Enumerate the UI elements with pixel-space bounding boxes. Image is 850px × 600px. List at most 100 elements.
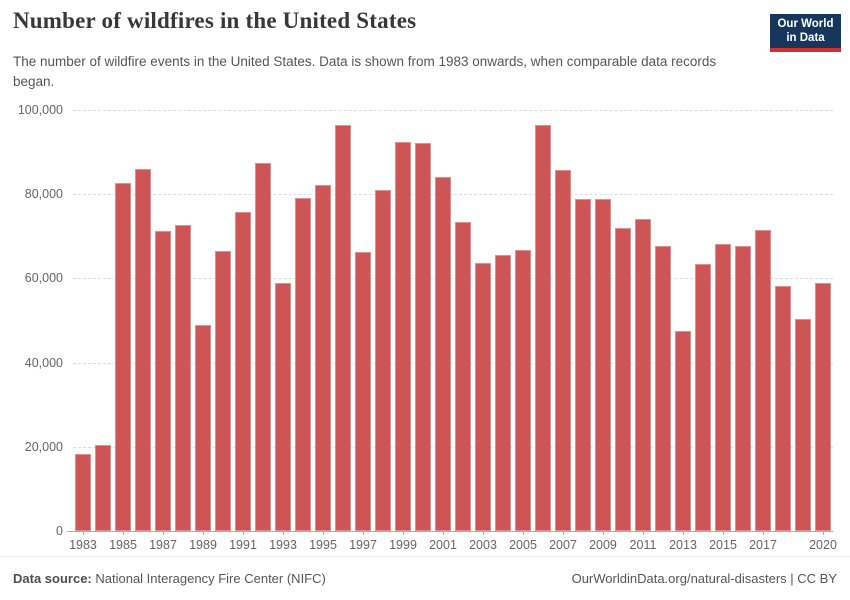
x-axis-label-1999: 1999 bbox=[389, 538, 417, 552]
y-axis-label-0: 0 bbox=[56, 524, 63, 538]
gridline-100000 bbox=[73, 110, 833, 111]
bar-slot-2019 bbox=[793, 110, 813, 531]
bar-1985[interactable] bbox=[115, 183, 131, 531]
bar-slot-2002 bbox=[453, 110, 473, 531]
bar-2005[interactable] bbox=[515, 249, 531, 531]
bar-slot-2008 bbox=[573, 110, 593, 531]
bar-2015[interactable] bbox=[715, 244, 731, 531]
x-tick-2013 bbox=[683, 531, 684, 535]
bar-1992[interactable] bbox=[255, 163, 271, 531]
bar-slot-1999 bbox=[393, 110, 413, 531]
bar-slot-1993 bbox=[273, 110, 293, 531]
owid-logo[interactable]: Our World in Data bbox=[770, 14, 841, 52]
x-axis-label-2007: 2007 bbox=[549, 538, 577, 552]
bar-1983[interactable] bbox=[75, 454, 91, 531]
x-tick-1995 bbox=[323, 531, 324, 535]
x-tick-2007 bbox=[563, 531, 564, 535]
data-source-label: Data source: bbox=[13, 571, 92, 586]
x-tick-1999 bbox=[403, 531, 404, 535]
bar-2013[interactable] bbox=[675, 330, 691, 531]
bar-2020[interactable] bbox=[815, 282, 831, 531]
bar-1995[interactable] bbox=[315, 184, 331, 531]
bar-2010[interactable] bbox=[615, 228, 631, 531]
x-axis-label-2003: 2003 bbox=[469, 538, 497, 552]
bar-1994[interactable] bbox=[295, 197, 311, 531]
bar-slot-2010 bbox=[613, 110, 633, 531]
bar-1999[interactable] bbox=[395, 141, 411, 531]
x-axis-label-1987: 1987 bbox=[149, 538, 177, 552]
bar-2007[interactable] bbox=[555, 170, 571, 531]
bar-slot-2000 bbox=[413, 110, 433, 531]
bar-2012[interactable] bbox=[655, 245, 671, 531]
bar-slot-1992 bbox=[253, 110, 273, 531]
bar-2009[interactable] bbox=[595, 199, 611, 531]
bar-1997[interactable] bbox=[355, 252, 371, 531]
bar-slot-1986 bbox=[133, 110, 153, 531]
bar-slot-1997 bbox=[353, 110, 373, 531]
data-source: Data source: National Interagency Fire C… bbox=[13, 571, 326, 586]
x-tick-1993 bbox=[283, 531, 284, 535]
x-tick-1983 bbox=[82, 531, 84, 535]
bar-slot-2014 bbox=[693, 110, 713, 531]
bar-slot-1988 bbox=[173, 110, 193, 531]
x-tick-1991 bbox=[243, 531, 244, 535]
x-axis-label-2017: 2017 bbox=[749, 538, 777, 552]
bar-1996[interactable] bbox=[335, 125, 351, 531]
bar-slot-2020 bbox=[813, 110, 833, 531]
bar-slot-1990 bbox=[213, 110, 233, 531]
bar-2014[interactable] bbox=[695, 264, 711, 531]
bar-slot-1989 bbox=[193, 110, 213, 531]
owid-logo-line1: Our World bbox=[777, 17, 834, 30]
bar-slot-1996 bbox=[333, 110, 353, 531]
bar-2002[interactable] bbox=[455, 221, 471, 531]
x-axis-label-2013: 2013 bbox=[669, 538, 697, 552]
bar-2017[interactable] bbox=[755, 230, 771, 531]
credit-link[interactable]: OurWorldinData.org/natural-disasters | C… bbox=[571, 571, 837, 586]
bar-1998[interactable] bbox=[375, 189, 391, 531]
page-title: Number of wildfires in the United States bbox=[13, 8, 417, 33]
bar-1990[interactable] bbox=[215, 251, 231, 531]
x-axis-label-1985: 1985 bbox=[109, 538, 137, 552]
bar-slot-2003 bbox=[473, 110, 493, 531]
plot-area: 0 20,000 40,000 60,000 80,000 100,000 1983 1985… bbox=[18, 103, 837, 552]
bar-2019[interactable] bbox=[795, 318, 811, 531]
bar-2011[interactable] bbox=[635, 218, 651, 531]
bar-slot-1998 bbox=[373, 110, 393, 531]
bar-1986[interactable] bbox=[135, 169, 151, 531]
y-axis-label-40000: 40,000 bbox=[24, 355, 63, 370]
gridline-20000 bbox=[73, 446, 833, 448]
bar-slot-2001 bbox=[433, 110, 453, 531]
bar-2004[interactable] bbox=[495, 255, 511, 531]
bar-2016[interactable] bbox=[735, 245, 751, 531]
bar-1987[interactable] bbox=[155, 230, 171, 531]
bar-slot-1983 bbox=[73, 110, 93, 531]
bar-slot-2009 bbox=[593, 110, 613, 531]
x-axis-label-2015: 2015 bbox=[709, 538, 737, 552]
x-axis-label-2011: 2011 bbox=[629, 538, 657, 552]
bar-1989[interactable] bbox=[195, 324, 211, 531]
bar-2018[interactable] bbox=[775, 286, 791, 531]
bar-2001[interactable] bbox=[435, 177, 451, 531]
bar-slot-2006 bbox=[533, 110, 553, 531]
x-tick-1985 bbox=[123, 531, 124, 535]
bar-2000[interactable] bbox=[415, 142, 431, 531]
bar-slot-2013 bbox=[673, 110, 693, 531]
bar-2003[interactable] bbox=[475, 263, 491, 531]
x-tick-2015 bbox=[723, 531, 724, 535]
x-axis-label-2001: 2001 bbox=[429, 538, 457, 552]
bar-1993[interactable] bbox=[275, 283, 291, 531]
bar-slot-2007 bbox=[553, 110, 573, 531]
bar-1984[interactable] bbox=[95, 444, 111, 531]
bar-slot-2015 bbox=[713, 110, 733, 531]
bar-slot-2012 bbox=[653, 110, 673, 531]
bar-1988[interactable] bbox=[175, 224, 191, 531]
x-tick-2017 bbox=[763, 531, 764, 535]
data-source-text: National Interagency Fire Center (NIFC) bbox=[91, 571, 326, 586]
bar-1991[interactable] bbox=[235, 212, 251, 531]
x-tick-2011 bbox=[643, 531, 644, 535]
bar-2008[interactable] bbox=[575, 198, 591, 531]
bar-2006[interactable] bbox=[535, 125, 551, 531]
x-axis-label-1995: 1995 bbox=[309, 538, 337, 552]
x-tick-1989 bbox=[203, 531, 204, 535]
